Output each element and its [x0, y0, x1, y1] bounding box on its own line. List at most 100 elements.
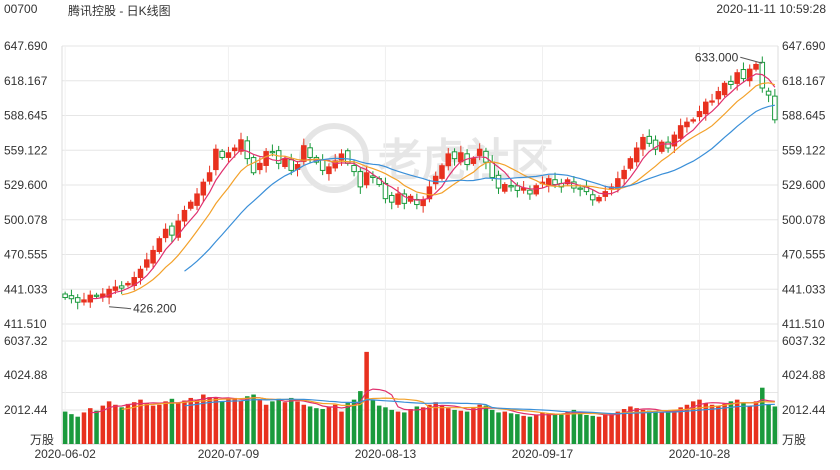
price-tick-left: 500.078 — [4, 213, 48, 227]
candle[interactable] — [432, 171, 439, 190]
candle[interactable] — [238, 132, 244, 155]
candle[interactable] — [219, 148, 225, 160]
candle[interactable] — [150, 245, 156, 269]
candle[interactable] — [671, 131, 678, 153]
candle[interactable] — [370, 171, 376, 184]
candle[interactable] — [633, 142, 640, 167]
timestamp: 2020-11-11 10:59:28 — [716, 2, 826, 16]
candle[interactable] — [162, 223, 169, 243]
candle[interactable] — [596, 195, 602, 204]
candle[interactable] — [144, 252, 150, 271]
volume-bar — [716, 405, 721, 444]
candle[interactable] — [181, 205, 188, 227]
volume-bar — [446, 408, 451, 444]
candle-body — [206, 172, 213, 182]
candle[interactable] — [225, 146, 232, 163]
candle[interactable] — [445, 148, 452, 171]
candle[interactable] — [728, 75, 734, 90]
candle[interactable] — [696, 105, 703, 122]
candle[interactable] — [495, 170, 502, 194]
candle[interactable] — [715, 86, 722, 105]
candle[interactable] — [621, 165, 627, 185]
candle[interactable] — [564, 177, 571, 187]
candle[interactable] — [275, 145, 282, 170]
candle[interactable] — [68, 289, 75, 304]
candle-body — [533, 185, 539, 195]
candle[interactable] — [74, 294, 81, 310]
candle[interactable] — [646, 129, 653, 147]
candle[interactable] — [640, 133, 646, 157]
candle-body — [238, 139, 244, 152]
candle[interactable] — [93, 292, 100, 299]
candle[interactable] — [263, 148, 269, 173]
candle[interactable] — [100, 288, 106, 302]
candle[interactable] — [112, 279, 119, 294]
candle-body — [451, 151, 458, 160]
candle[interactable] — [533, 183, 539, 197]
volume-bar — [760, 387, 765, 444]
candle[interactable] — [62, 291, 68, 300]
candle[interactable] — [508, 179, 514, 192]
candle-body — [740, 69, 747, 80]
candle[interactable] — [451, 148, 458, 166]
candle[interactable] — [194, 188, 200, 211]
candle[interactable] — [175, 213, 181, 241]
candle[interactable] — [187, 199, 194, 211]
candle[interactable] — [765, 87, 772, 103]
candle[interactable] — [627, 156, 634, 171]
candle[interactable] — [690, 117, 696, 124]
candle[interactable] — [577, 184, 583, 197]
candle[interactable] — [388, 191, 395, 210]
candle[interactable] — [740, 62, 747, 83]
candle[interactable] — [589, 190, 596, 206]
candle[interactable] — [156, 236, 163, 254]
candle[interactable] — [659, 139, 665, 154]
candle[interactable] — [319, 154, 326, 176]
candle[interactable] — [652, 135, 659, 156]
candle[interactable] — [571, 176, 577, 193]
candle-body — [357, 171, 364, 188]
candle[interactable] — [125, 281, 131, 288]
candle[interactable] — [206, 165, 213, 185]
candle[interactable] — [677, 118, 684, 142]
candle[interactable] — [169, 222, 175, 243]
candle-body — [564, 179, 571, 185]
candle[interactable] — [395, 186, 401, 208]
candle[interactable] — [200, 178, 207, 203]
candle[interactable] — [118, 281, 125, 294]
candle[interactable] — [250, 155, 257, 176]
candle[interactable] — [746, 64, 753, 87]
candle[interactable] — [332, 153, 338, 172]
candle-body — [219, 150, 225, 158]
candle[interactable] — [753, 62, 759, 72]
candle[interactable] — [326, 163, 332, 181]
candle[interactable] — [709, 93, 715, 106]
candle[interactable] — [244, 136, 251, 165]
candle[interactable] — [401, 189, 408, 210]
candle[interactable] — [213, 144, 219, 176]
candle-body — [213, 148, 219, 171]
price-tick-left: 559.122 — [4, 143, 48, 157]
candle[interactable] — [414, 193, 420, 210]
volume-bar — [684, 404, 690, 444]
candle[interactable] — [527, 185, 533, 200]
candle[interactable] — [131, 271, 137, 291]
candle[interactable] — [81, 292, 87, 306]
candle-body — [187, 201, 194, 209]
candle[interactable] — [772, 89, 778, 124]
volume-bar — [722, 403, 727, 444]
volume-bar — [364, 351, 369, 444]
volume-bar — [150, 405, 156, 444]
volume-bar — [144, 403, 150, 444]
candle[interactable] — [721, 80, 728, 98]
candle[interactable] — [502, 182, 508, 194]
candle[interactable] — [351, 159, 357, 177]
candle[interactable] — [684, 117, 690, 133]
volume-bar — [100, 405, 106, 444]
candle-body — [696, 111, 703, 118]
candle[interactable] — [439, 163, 445, 181]
volume-bar — [690, 401, 696, 444]
volume-bar — [697, 399, 702, 444]
candle[interactable] — [357, 168, 364, 194]
